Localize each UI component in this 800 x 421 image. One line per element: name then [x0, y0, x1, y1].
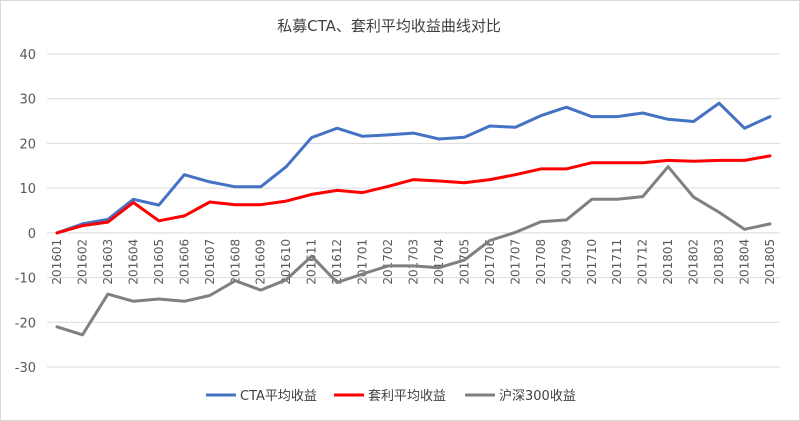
x-tick-label: 201710 — [585, 239, 599, 285]
y-tick-label: 30 — [19, 93, 36, 108]
x-tick-label: 201704 — [432, 239, 446, 285]
y-tick-label: -30 — [15, 361, 36, 376]
series-line-2 — [55, 165, 772, 337]
x-tick-label: 201604 — [126, 239, 140, 285]
x-tick-label: 201609 — [254, 239, 268, 285]
y-tick-label: 40 — [19, 48, 36, 63]
y-tick-label: -20 — [15, 316, 36, 331]
x-tick-label: 201711 — [610, 239, 624, 285]
series-line-0 — [55, 101, 772, 235]
x-tick-label: 201611 — [305, 239, 319, 285]
x-tick-label: 201601 — [50, 239, 64, 285]
x-tick-label: 201804 — [738, 239, 752, 285]
x-tick-label: 201606 — [177, 239, 191, 285]
x-tick-label: 201701 — [356, 239, 370, 285]
x-tick-label: 201603 — [101, 239, 115, 285]
series-line-1 — [55, 154, 772, 235]
legend-label-2: 沪深300收益 — [499, 388, 576, 404]
grid-lines — [47, 53, 780, 368]
x-tick-label: 201707 — [508, 239, 522, 285]
x-tick-label: 201708 — [534, 239, 548, 285]
y-axis-ticks: -30 -20 -10 0 10 20 30 40 — [15, 48, 36, 376]
x-tick-label: 201802 — [687, 239, 701, 285]
legend: CTA平均收益 套利平均收益 沪深300收益 — [206, 388, 576, 404]
x-tick-label: 201608 — [228, 239, 242, 285]
x-tick-label: 201702 — [381, 239, 395, 285]
y-tick-label: -10 — [15, 272, 36, 287]
legend-label-0: CTA平均收益 — [240, 389, 317, 404]
y-tick-label: 0 — [28, 227, 36, 242]
x-tick-label: 201706 — [483, 239, 497, 285]
y-tick-label: 20 — [19, 137, 36, 152]
y-tick-label: 10 — [19, 182, 36, 197]
series-lines — [55, 101, 772, 337]
x-tick-label: 201610 — [279, 239, 293, 285]
x-tick-label: 201605 — [152, 239, 166, 285]
x-tick-label: 201801 — [661, 239, 675, 285]
x-tick-label: 201612 — [330, 239, 344, 285]
x-tick-label: 201705 — [457, 239, 471, 285]
x-axis-ticks: 201601 201602 201603 201604 201605 201606 2016… — [50, 239, 777, 285]
chart-title: 私募CTA、套利平均收益曲线对比 — [277, 17, 501, 35]
legend-label-1: 套利平均收益 — [368, 388, 446, 404]
x-tick-label: 201703 — [407, 239, 421, 285]
x-tick-label: 201805 — [763, 239, 777, 285]
x-tick-label: 201712 — [636, 239, 650, 285]
x-tick-label: 201607 — [203, 239, 217, 285]
x-tick-label: 201709 — [559, 239, 573, 285]
x-tick-label: 201803 — [712, 239, 726, 285]
x-tick-label: 201602 — [75, 239, 89, 285]
